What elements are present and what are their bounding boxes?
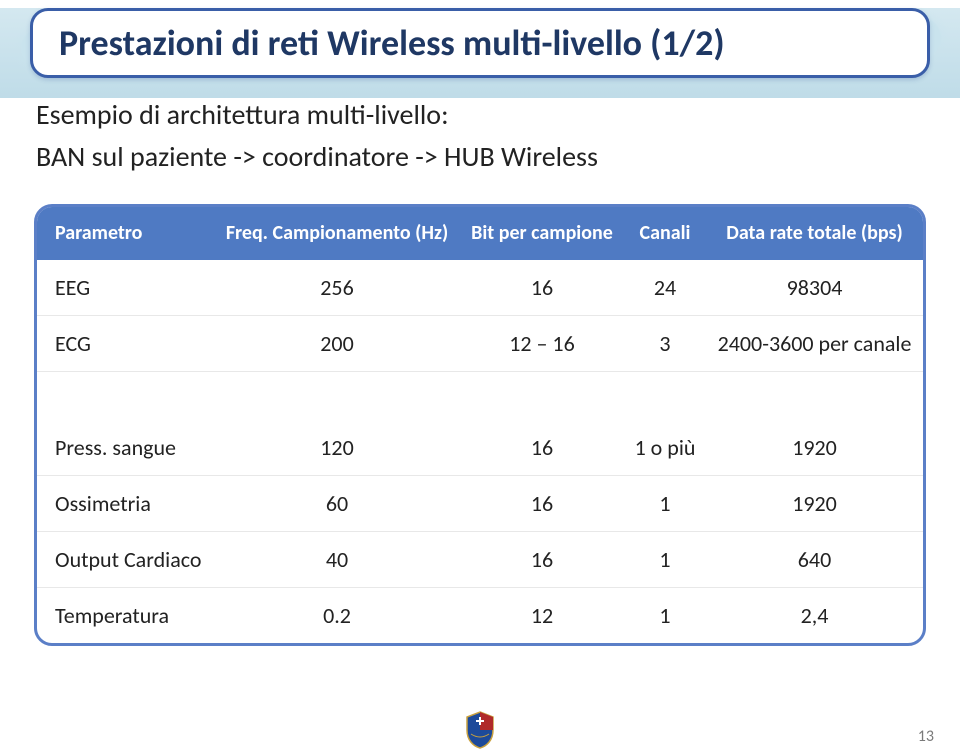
col-header-bit: Bit per campione xyxy=(460,207,624,260)
cell: 1920 xyxy=(706,420,923,476)
cell: 256 xyxy=(214,260,460,316)
parameters-table-container: Parametro Freq. Campionamento (Hz) Bit p… xyxy=(34,204,926,646)
cell: 1 xyxy=(624,475,706,531)
cell: 16 xyxy=(460,420,624,476)
table-row: Temperatura 0.2 12 1 2,4 xyxy=(37,587,923,643)
page-number: 13 xyxy=(918,727,934,746)
cell: 1 o più xyxy=(624,420,706,476)
cell: Ossimetria xyxy=(37,475,214,531)
cell: EEG xyxy=(37,260,214,316)
table-row: ECG 200 12 – 16 3 2400-3600 per canale xyxy=(37,315,923,371)
cell: 16 xyxy=(460,475,624,531)
col-header-freq: Freq. Campionamento (Hz) xyxy=(214,207,460,260)
crest-icon xyxy=(463,710,497,750)
cell: 1920 xyxy=(706,475,923,531)
cell: ECG xyxy=(37,315,214,371)
cell: 1 xyxy=(624,587,706,643)
cell: 12 xyxy=(460,587,624,643)
cell: 640 xyxy=(706,531,923,587)
parameters-table: Parametro Freq. Campionamento (Hz) Bit p… xyxy=(37,207,923,643)
subtitle-line-2: BAN sul paziente -> coordinatore -> HUB … xyxy=(36,138,924,176)
cell: Press. sangue xyxy=(37,420,214,476)
col-header-datarate: Data rate totale (bps) xyxy=(706,207,923,260)
cell: Temperatura xyxy=(37,587,214,643)
subtitle-line-1: Esempio di architettura multi-livello: xyxy=(36,96,924,134)
col-header-canali: Canali xyxy=(624,207,706,260)
table-spacer-row xyxy=(37,371,923,420)
slide-content: Prestazioni di reti Wireless multi-livel… xyxy=(0,8,960,646)
cell: 12 – 16 xyxy=(460,315,624,371)
cell: 1 xyxy=(624,531,706,587)
cell: 16 xyxy=(460,260,624,316)
cell: 2400-3600 per canale xyxy=(706,315,923,371)
table-row: Ossimetria 60 16 1 1920 xyxy=(37,475,923,531)
slide-title: Prestazioni di reti Wireless multi-livel… xyxy=(30,8,930,78)
cell: 0.2 xyxy=(214,587,460,643)
cell: 3 xyxy=(624,315,706,371)
cell: 16 xyxy=(460,531,624,587)
cell: 60 xyxy=(214,475,460,531)
cell: 2,4 xyxy=(706,587,923,643)
cell: 120 xyxy=(214,420,460,476)
cell: Output Cardiaco xyxy=(37,531,214,587)
table-row: EEG 256 16 24 98304 xyxy=(37,260,923,316)
cell: 98304 xyxy=(706,260,923,316)
col-header-parametro: Parametro xyxy=(37,207,214,260)
table-row: Output Cardiaco 40 16 1 640 xyxy=(37,531,923,587)
cell: 40 xyxy=(214,531,460,587)
slide-footer: 13 xyxy=(0,710,960,754)
cell: 200 xyxy=(214,315,460,371)
cell: 24 xyxy=(624,260,706,316)
table-row: Press. sangue 120 16 1 o più 1920 xyxy=(37,420,923,476)
table-header-row: Parametro Freq. Campionamento (Hz) Bit p… xyxy=(37,207,923,260)
